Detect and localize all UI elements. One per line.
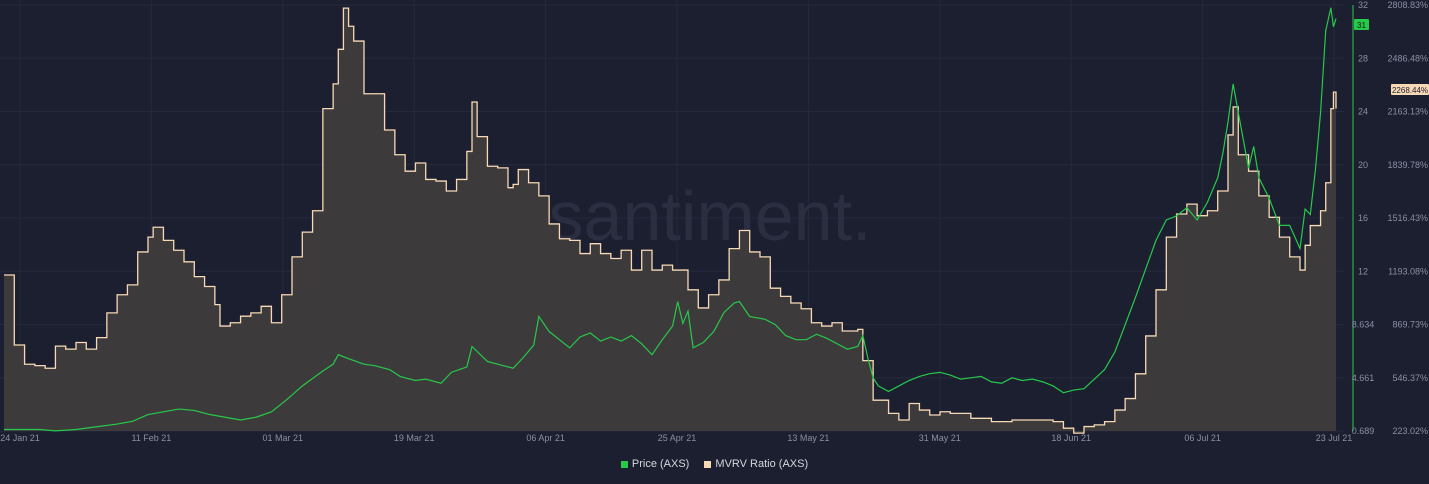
x-tick-label: 19 Mar 21: [394, 433, 435, 443]
mvrv-tick-label: 1839.78%: [1387, 160, 1428, 170]
mvrv-tick-label: 1516.43%: [1387, 213, 1428, 223]
price-tick-label: 4.661: [1352, 373, 1375, 383]
legend-label-mvrv: MVRV Ratio (AXS): [715, 458, 809, 470]
x-tick-label: 11 Feb 21: [131, 433, 171, 443]
mvrv-area-fill: [4, 8, 1336, 434]
mvrv-line: [4, 7, 1337, 434]
price-line: [4, 7, 1337, 432]
mvrv-tick-label: 2163.13%: [1387, 107, 1428, 117]
last-price-badge: 31: [1354, 19, 1369, 30]
price-tick-label: 28: [1358, 53, 1368, 63]
x-tick-label: 23 Jul 21: [1316, 433, 1353, 443]
x-tick-label: 13 May 21: [787, 433, 829, 443]
mvrv-tick-label: 2808.83%: [1387, 0, 1428, 10]
price-tick-label: 0.689: [1352, 426, 1375, 436]
price-tick-label: 20: [1358, 160, 1368, 170]
last-price-label: 31: [1357, 21, 1366, 30]
x-axis: 24 Jan 21 11 Feb 21 01 Mar 21 19 Mar 21 06 A…: [0, 433, 1352, 443]
price-swatch-icon: [620, 460, 628, 468]
legend-label-price: Price (AXS): [631, 458, 690, 470]
x-tick-label: 01 Mar 21: [263, 433, 304, 443]
mvrv-swatch-icon: [704, 460, 712, 468]
mvrv-tick-label: 869.73%: [1392, 320, 1428, 330]
price-tick-label: 8.634: [1352, 320, 1375, 330]
price-axis: 32 28 24 20 16 12 8.634 4.661 0.689: [1352, 0, 1375, 436]
last-mvrv-badge: 2268.44%: [1391, 84, 1429, 95]
legend-item-price[interactable]: Price (AXS): [620, 458, 690, 470]
legend: Price (AXS) MVRV Ratio (AXS): [0, 458, 1429, 471]
x-tick-label: 06 Apr 21: [526, 433, 565, 443]
last-mvrv-label: 2268.44%: [1392, 86, 1428, 95]
price-tick-label: 12: [1358, 266, 1368, 276]
x-tick-label: 31 May 21: [919, 433, 961, 443]
watermark-text: santiment.: [549, 177, 872, 255]
mvrv-tick-label: 223.02%: [1392, 426, 1428, 436]
x-tick-label: 18 Jun 21: [1051, 433, 1091, 443]
mvrv-tick-label: 546.37%: [1392, 373, 1428, 383]
price-tick-label: 24: [1358, 107, 1368, 117]
x-tick-label: 24 Jan 21: [0, 433, 40, 443]
x-tick-label: 25 Apr 21: [658, 433, 697, 443]
mvrv-axis: 2808.83% 2486.48% 2163.13% 1839.78% 1516.43%…: [1387, 0, 1428, 436]
legend-item-mvrv[interactable]: MVRV Ratio (AXS): [704, 458, 808, 470]
mvrv-tick-label: 2486.48%: [1387, 53, 1428, 63]
x-tick-label: 06 Jul 21: [1184, 433, 1221, 443]
mvrv-tick-label: 1193.08%: [1388, 266, 1428, 276]
price-tick-label: 32: [1358, 0, 1368, 10]
price-tick-label: 16: [1358, 213, 1368, 223]
